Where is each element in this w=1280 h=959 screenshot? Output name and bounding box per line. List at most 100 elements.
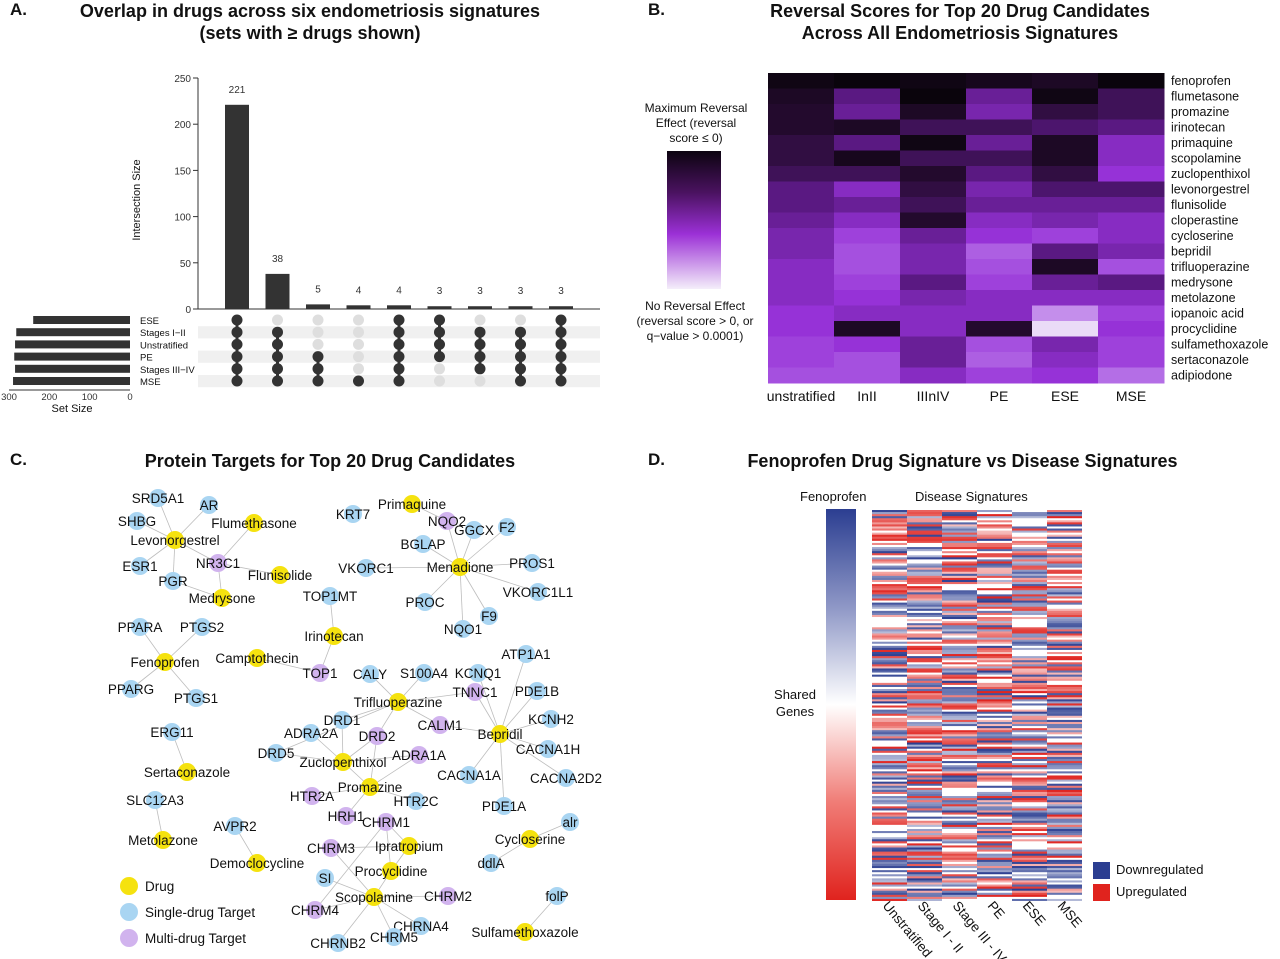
signature-cell [872,522,907,525]
signature-cell [977,645,1012,649]
signature-cell [977,526,1012,529]
signature-cell [872,660,907,663]
intersection-value-label: 3 [558,286,564,297]
signature-cell [977,699,1012,702]
signature-cell [907,771,942,774]
heatmap-cell [900,259,967,275]
set-size-tick-label: 100 [82,392,98,403]
signature-cell [942,619,977,622]
signature-cell [1012,575,1047,579]
signature-cell [872,793,907,797]
signature-cell [977,781,1012,785]
signature-cell [1012,793,1047,797]
signature-cell [1047,802,1082,805]
signature-cell [1047,547,1082,550]
signature-cell [1012,831,1047,834]
heatmap-cell [1098,228,1165,244]
signature-cell [942,841,977,844]
signature-cell [1012,837,1047,840]
signature-cell [1012,839,1047,842]
signature-cell [872,874,907,877]
signature-cell [872,868,907,871]
signature-cell [942,514,977,517]
heatmap-cell [1098,197,1165,213]
signature-cell [907,612,942,616]
heatmap-row-label: bepridil [1171,245,1211,259]
signature-cell [907,800,942,803]
network-node-label: CHRM1 [362,815,410,830]
signature-cell [907,765,942,768]
signature-cell [977,633,1012,636]
signature-cell [907,631,942,634]
signature-cell [1047,719,1082,723]
signature-cell [942,542,977,546]
heatmap-cell [1032,243,1099,260]
signature-cell [942,882,977,885]
network-node-drug [178,763,196,781]
network-edge [256,657,321,674]
signature-cell [942,534,977,538]
signature-cell [907,724,942,727]
network-node-label: DRD1 [324,713,361,728]
signature-cell [872,798,907,801]
heatmap-cell [1098,135,1165,151]
signature-cell [872,878,907,881]
signature-cell [907,773,942,776]
signature-cell [1012,573,1047,577]
signature-cell [907,894,942,898]
signature-cell [907,643,942,647]
signature-cell [907,853,942,857]
signature-cell [1012,744,1047,748]
signature-cell [907,802,942,805]
signature-cell [1047,579,1082,583]
signature-cell [977,701,1012,704]
network-node-label: Cycloserine [495,832,566,847]
signature-cell [942,769,977,772]
heatmap-cell [966,367,1033,384]
signature-cell [872,812,907,815]
signature-cell [872,625,907,628]
signature-cell [872,699,907,702]
network-edge [337,896,375,944]
signature-cell [1012,748,1047,752]
signature-cell [942,654,977,657]
signature-cell [1047,777,1082,780]
signature-cell [1047,711,1082,715]
signature-cell [1047,721,1082,725]
network-node-single [226,817,244,835]
signature-cell [942,765,977,768]
signature-cell [872,555,907,558]
signature-cell [1012,888,1047,892]
network-node-label: CACNA2D2 [530,771,602,786]
signature-cell [1012,845,1047,848]
network-node-label: Camptothecin [215,651,298,666]
network-node-label: folP [545,889,568,904]
signature-cell [977,861,1012,865]
signature-cell [977,705,1012,708]
signature-cell [907,750,942,754]
heatmap-cell [966,212,1033,229]
signature-cell [1012,670,1047,673]
signature-cell [1012,561,1047,564]
signature-cell [977,783,1012,787]
signature-cell [872,849,907,853]
signature-cell [1047,567,1082,571]
signature-cell [977,816,1012,820]
signature-cell [1012,635,1047,638]
y-tick-label: 50 [180,259,192,270]
signature-cell [977,596,1012,599]
signature-cell [872,602,907,606]
signature-cell [977,686,1012,690]
signature-cell [1047,586,1082,589]
signature-cell [977,717,1012,721]
signature-cell [907,600,942,604]
heatmap-row-label: primaquine [1171,136,1233,150]
signature-cell [872,773,907,776]
signature-cell [977,707,1012,711]
signature-cell [872,742,907,745]
signature-cell [977,857,1012,861]
signature-cell [872,530,907,534]
signature-cell [977,651,1012,655]
signature-cell [1012,664,1047,667]
signature-cell [872,810,907,813]
